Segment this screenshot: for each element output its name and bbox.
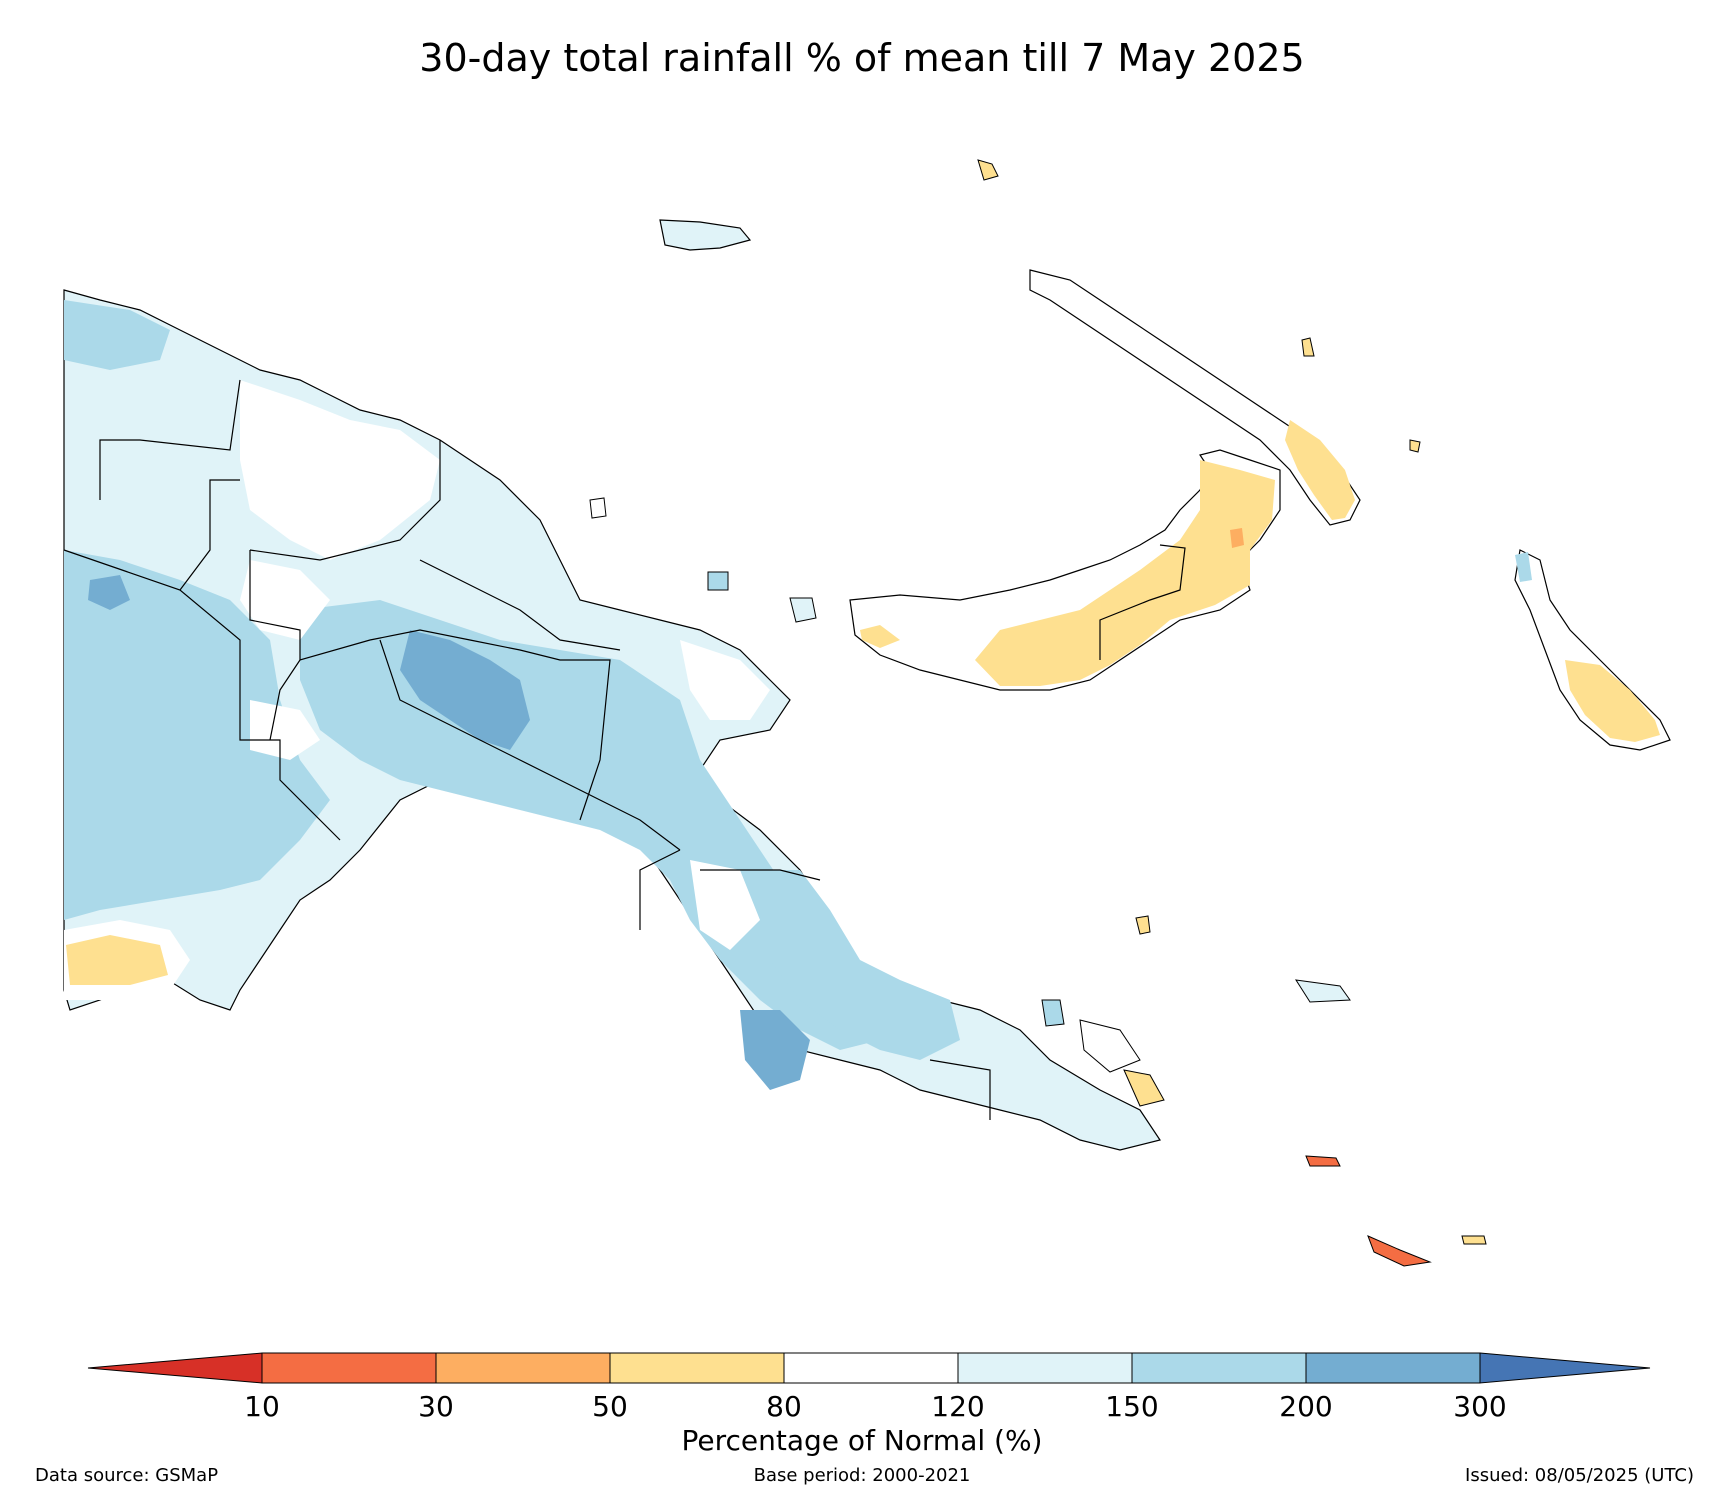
colorbar-bin-200-300: [1305, 1352, 1481, 1384]
small-islands: [589, 159, 1487, 1267]
colorbar-bin-50-80: [609, 1352, 785, 1384]
province-borders: [63, 379, 991, 1120]
colorbar-title: Percentage of Normal (%): [681, 1424, 1043, 1457]
map-title: 30-day total rainfall % of mean till 7 M…: [419, 36, 1305, 80]
base-period-note: Base period: 2000-2021: [753, 1465, 971, 1486]
colorbar-tick-80: 80: [766, 1390, 802, 1423]
colorbar-tick-30: 30: [418, 1390, 454, 1423]
rossel-island: [1461, 1235, 1487, 1245]
data-source-note: Data source: GSMaP: [35, 1465, 219, 1486]
sudest-island: [1367, 1235, 1432, 1267]
bougainville-yellow-50-80: [1565, 660, 1660, 742]
colorbar-extend-low: [87, 1352, 263, 1384]
madang-white-80-120: [680, 640, 770, 720]
karkar-island: [589, 497, 607, 519]
colorbar-tick-10: 10: [244, 1390, 280, 1423]
colorbar-tick-150: 150: [1105, 1390, 1159, 1423]
colorbar-bin-10-30: [261, 1352, 437, 1384]
manus-landmass: [659, 219, 752, 251]
colorbar: [87, 1352, 1651, 1384]
sepik-white-80-120: [240, 380, 440, 560]
umboi-island: [789, 597, 817, 623]
woodlark-island: [1294, 979, 1351, 1003]
central-white-80-120: [240, 560, 330, 640]
oro-white-80-120: [690, 860, 760, 950]
colorbar-bin-30-50: [435, 1352, 611, 1384]
nissan-island: [1301, 337, 1315, 357]
issued-date-note: Issued: 08/05/2025 (UTC): [1465, 1465, 1694, 1486]
west-region-150-200: [64, 550, 330, 920]
highlands-core-200-300: [400, 630, 530, 750]
bougainville: [1514, 549, 1671, 751]
mainland-png: [63, 289, 1161, 1151]
new-ireland-landmass: [1029, 269, 1361, 526]
southeast-core-200-300: [740, 1010, 810, 1090]
northwest-region-150-200: [64, 300, 170, 370]
colorbar-tick-120: 120: [931, 1390, 985, 1423]
colorbar-bin-120-150: [957, 1352, 1133, 1384]
new-britain-west-yellow-50-80: [860, 625, 900, 648]
normanby-island: [1123, 1069, 1165, 1107]
trobriand-islands: [1135, 915, 1151, 935]
southwest-yellow-50-80: [66, 935, 168, 985]
long-island: [707, 571, 729, 591]
manus: [659, 219, 752, 251]
south-white-80-120: [250, 700, 320, 760]
new-ireland-yellow-50-80: [1285, 420, 1355, 520]
colorbar-bin-150-200: [1131, 1352, 1307, 1384]
new-britain-border: [1099, 544, 1186, 660]
misima-island: [1305, 1155, 1341, 1167]
bougainville-north-150-200: [1515, 552, 1532, 582]
tabar-island: [1409, 439, 1421, 453]
colorbar-bin-80-120: [783, 1352, 959, 1384]
new-britain: [849, 449, 1281, 691]
new-britain-orange-30-50: [1230, 528, 1244, 548]
fergusson-island: [1079, 1019, 1141, 1073]
colorbar-tick-50: 50: [592, 1390, 628, 1423]
west-spot-200-300: [88, 575, 130, 610]
goodenough-island: [1041, 999, 1065, 1027]
southeast-region-150-200: [740, 870, 960, 1060]
new-ireland: [1029, 269, 1361, 526]
new-britain-landmass: [849, 449, 1281, 691]
feni-island: [977, 159, 999, 181]
colorbar-tick-200: 200: [1279, 1390, 1333, 1423]
new-britain-yellow-50-80: [975, 460, 1275, 686]
colorbar-extend-high: [1479, 1352, 1651, 1384]
colorbar-tick-300: 300: [1453, 1390, 1507, 1423]
